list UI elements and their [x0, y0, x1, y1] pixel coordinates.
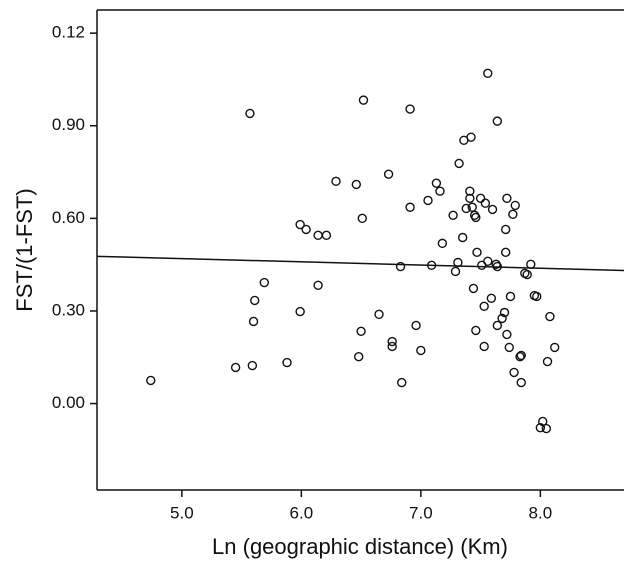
- point: [397, 377, 407, 388]
- point: [354, 351, 364, 362]
- point: [358, 95, 369, 105]
- point: [483, 256, 493, 266]
- point: [472, 247, 482, 258]
- point: [331, 176, 341, 187]
- point: [247, 360, 258, 371]
- point: [515, 351, 525, 362]
- fit-line: [96, 255, 624, 272]
- point: [466, 132, 476, 142]
- point: [405, 104, 415, 114]
- point: [542, 356, 553, 367]
- point: [549, 342, 560, 353]
- point: [526, 259, 536, 270]
- point: [545, 311, 555, 322]
- point: [504, 342, 514, 353]
- y-tick-label: 0.60: [52, 208, 85, 227]
- point: [313, 280, 323, 291]
- point: [387, 336, 397, 347]
- point: [146, 375, 156, 386]
- point: [448, 210, 458, 220]
- point: [351, 179, 362, 190]
- point: [248, 316, 259, 327]
- point: [411, 320, 421, 331]
- point: [461, 203, 471, 214]
- point: [505, 291, 516, 302]
- point: [450, 266, 461, 277]
- point: [423, 195, 433, 206]
- point: [454, 158, 464, 169]
- point: [538, 416, 548, 427]
- point: [465, 186, 475, 196]
- point: [431, 178, 442, 188]
- point: [471, 325, 481, 336]
- point: [387, 341, 397, 352]
- point: [516, 350, 526, 361]
- point: [230, 362, 241, 373]
- point: [502, 329, 512, 340]
- point: [295, 219, 305, 230]
- point: [435, 186, 445, 196]
- point: [357, 213, 367, 224]
- y-axis-title: FST/(1-FST): [12, 188, 37, 311]
- point: [492, 116, 503, 126]
- point: [497, 313, 507, 324]
- point: [465, 193, 475, 203]
- point: [499, 307, 510, 318]
- point: [374, 309, 384, 320]
- point: [500, 224, 511, 235]
- point: [502, 193, 512, 203]
- point: [541, 423, 552, 434]
- x-axis-title: Ln (geographic distance) (Km): [212, 534, 508, 559]
- y-tick-label: 0.90: [52, 115, 85, 134]
- point: [245, 108, 255, 119]
- point: [480, 198, 491, 208]
- point: [475, 193, 486, 203]
- point: [508, 209, 518, 220]
- point: [486, 293, 497, 304]
- point: [535, 422, 546, 433]
- point: [509, 367, 519, 378]
- y-tick-label: 0.12: [52, 23, 85, 42]
- point: [457, 232, 468, 243]
- point: [479, 301, 489, 312]
- point: [522, 269, 532, 280]
- point: [282, 357, 292, 368]
- point: [532, 291, 542, 302]
- point: [356, 326, 366, 337]
- point: [405, 202, 415, 212]
- point: [468, 283, 479, 294]
- point: [479, 341, 489, 352]
- point: [259, 277, 270, 288]
- point: [516, 377, 526, 388]
- point: [321, 230, 332, 241]
- y-tick-label: 0.00: [52, 393, 85, 412]
- point: [313, 230, 323, 241]
- x-tick-label: 6.0: [290, 503, 314, 522]
- point: [492, 320, 503, 331]
- x-tick-label: 5.0: [170, 503, 194, 522]
- point: [437, 238, 448, 249]
- point: [500, 247, 511, 258]
- point: [295, 306, 305, 317]
- point: [471, 212, 481, 223]
- point: [487, 204, 498, 215]
- x-tick-label: 7.0: [409, 503, 433, 522]
- point: [510, 200, 520, 211]
- point: [416, 345, 426, 356]
- point: [383, 169, 394, 179]
- y-tick-label: 0.30: [52, 300, 85, 319]
- point: [250, 295, 260, 306]
- point: [301, 224, 311, 235]
- point: [483, 68, 493, 78]
- point: [395, 261, 406, 272]
- x-tick-label: 8.0: [529, 503, 553, 522]
